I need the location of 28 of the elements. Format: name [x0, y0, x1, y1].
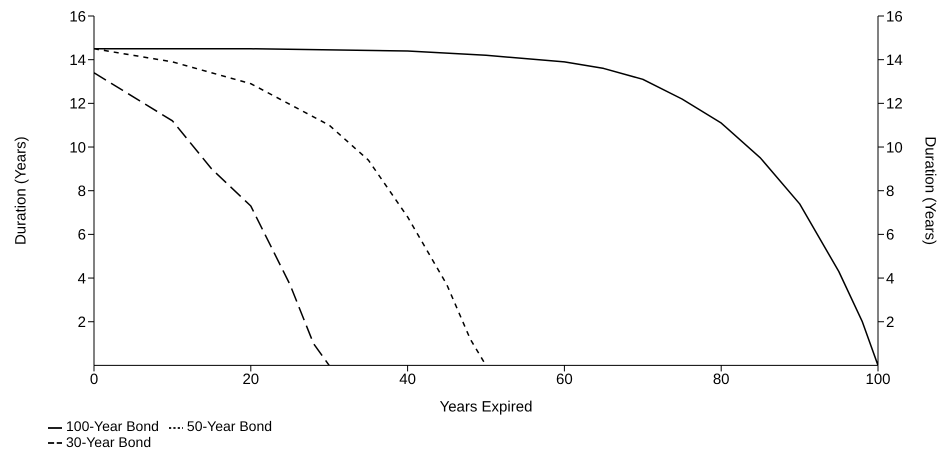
x-tick-label: 40 [399, 371, 416, 388]
y2-tick-label: 10 [886, 139, 903, 156]
y2-tick-label: 14 [886, 52, 903, 69]
y2-tick-label: 6 [886, 226, 894, 244]
x-tick-label: 20 [242, 371, 260, 388]
x-tick-label: 80 [712, 371, 730, 388]
y2-tick-label: 8 [886, 183, 894, 200]
y2-axis-title: Duration (Years) [922, 136, 939, 246]
y-tick-label: 8 [78, 183, 86, 200]
y-tick-label: 12 [69, 96, 86, 113]
y-tick-label: 6 [78, 226, 86, 244]
y-tick-label: 4 [78, 270, 86, 288]
legend-label: 30-Year Bond [66, 434, 152, 450]
y2-tick-label: 4 [886, 270, 894, 288]
legend-label: 50-Year Bond [186, 418, 272, 434]
y-tick-label: 16 [69, 8, 86, 26]
x-axis-title: Years Expired [440, 398, 532, 416]
y2-tick-label: 16 [886, 8, 903, 26]
x-tick-label: 0 [90, 371, 98, 388]
y-tick-label: 10 [69, 139, 86, 156]
y2-tick-label: 2 [886, 314, 894, 332]
x-tick-label: 100 [865, 371, 891, 388]
y-tick-label: 2 [78, 314, 86, 332]
y-axis-title: Duration (Years) [12, 136, 30, 246]
legend-label: 100-Year Bond [66, 418, 159, 434]
y-tick-label: 14 [69, 52, 86, 69]
y2-tick-label: 12 [886, 96, 903, 113]
x-tick-label: 60 [556, 371, 573, 388]
